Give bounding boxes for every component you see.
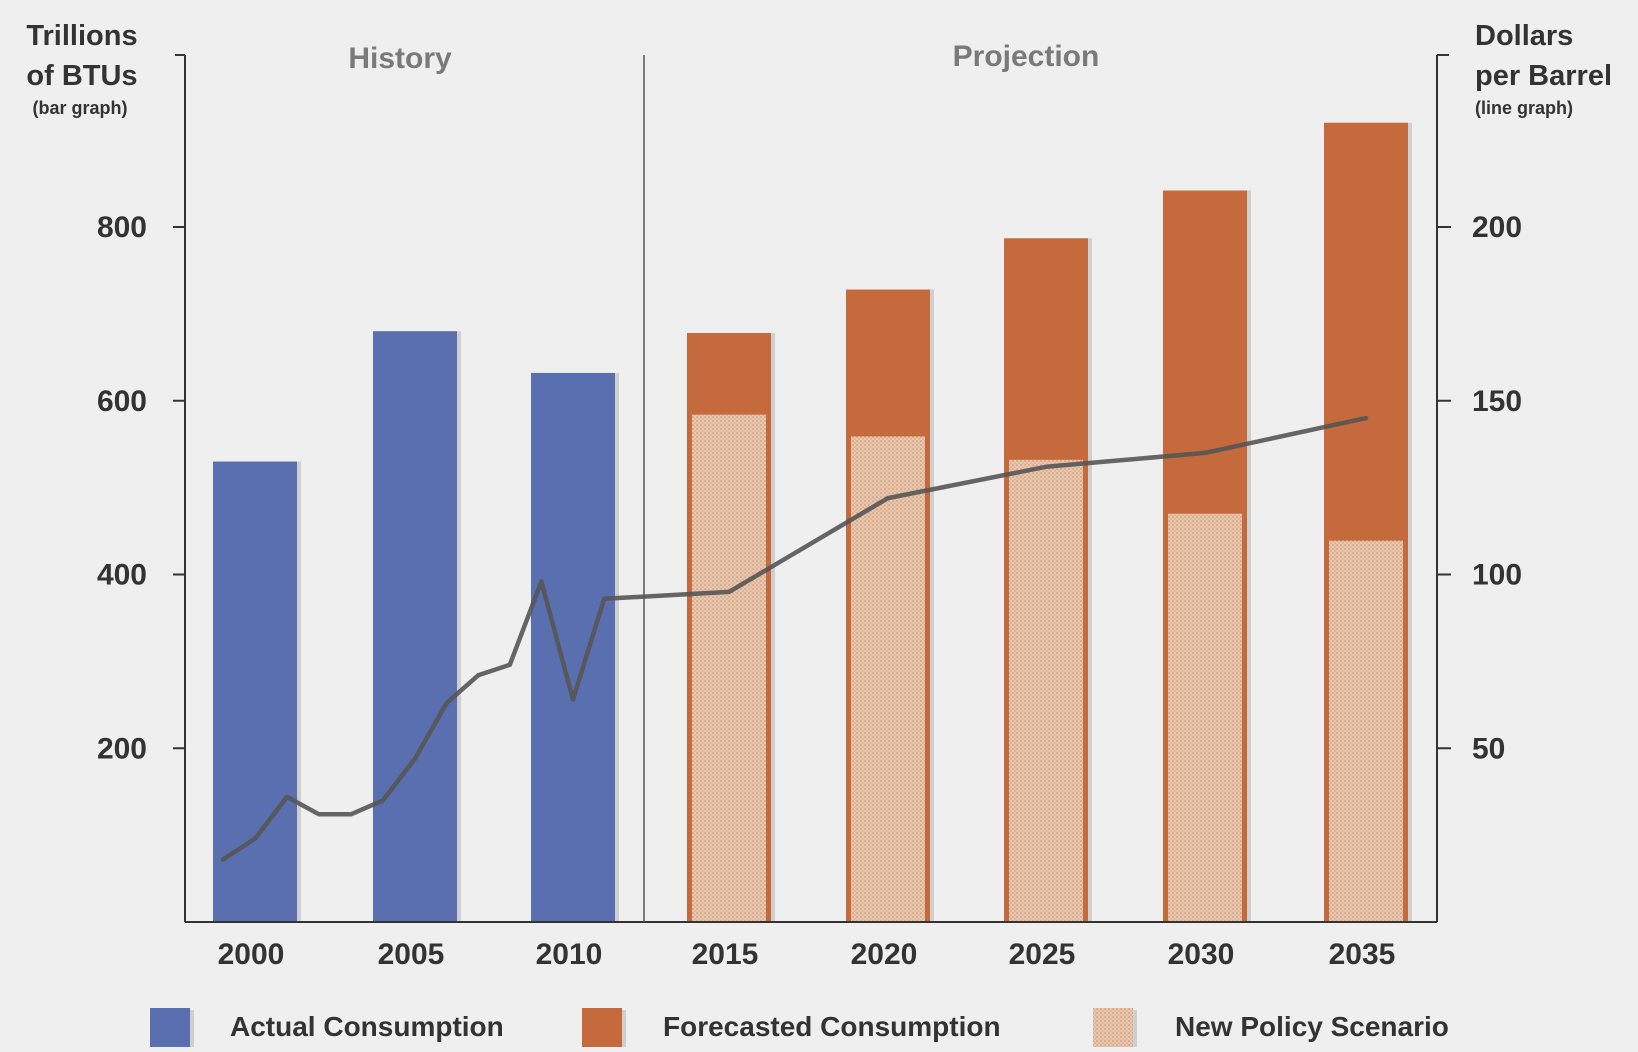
right-tick-label: 200 <box>1472 211 1522 244</box>
legend-label: New Policy Scenario <box>1175 1011 1449 1042</box>
bar-policy-2035 <box>1329 540 1403 921</box>
x-tick-label: 2020 <box>851 938 918 971</box>
price-line <box>220 415 1369 862</box>
bar-actual-2000 <box>213 461 297 922</box>
left-tick-label: 600 <box>97 385 147 418</box>
right-axis-title: per Barrel <box>1475 60 1612 92</box>
section-label-history: History <box>348 42 452 75</box>
right-tick-label: 50 <box>1472 732 1505 765</box>
legend-swatch <box>582 1008 622 1048</box>
section-label-projection: Projection <box>953 40 1100 73</box>
bar-policy-2025 <box>1009 459 1083 921</box>
left-axis-title: of BTUs <box>26 60 137 92</box>
bar-policy-2020 <box>851 436 925 921</box>
bar-policy-2015 <box>692 414 766 921</box>
x-tick-label: 2035 <box>1329 938 1396 971</box>
left-tick-label: 800 <box>97 211 147 244</box>
x-tick-label: 2030 <box>1168 938 1235 971</box>
bar-policy-2030 <box>1168 513 1242 921</box>
left-axis-title: Trillions <box>26 20 137 52</box>
right-tick-label: 100 <box>1472 559 1522 592</box>
bar-actual-2005 <box>373 331 457 922</box>
x-tick-label: 2005 <box>378 938 445 971</box>
legend-swatch <box>1093 1008 1133 1048</box>
left-tick-label: 200 <box>97 732 147 765</box>
x-tick-label: 2010 <box>536 938 603 971</box>
right-axis-title: Dollars <box>1475 20 1573 52</box>
legend-swatch <box>150 1008 190 1048</box>
x-tick-label: 2025 <box>1009 938 1076 971</box>
legend-label: Actual Consumption <box>230 1011 504 1042</box>
bar-actual-2010 <box>531 372 615 922</box>
right-axis-note: (line graph) <box>1475 98 1573 118</box>
left-tick-label: 400 <box>97 559 147 592</box>
x-tick-label: 2000 <box>218 938 285 971</box>
left-axis-note: (bar graph) <box>32 98 127 118</box>
legend-label: Forecasted Consumption <box>663 1011 1001 1042</box>
x-tick-label: 2015 <box>692 938 759 971</box>
right-tick-label: 150 <box>1472 385 1522 418</box>
